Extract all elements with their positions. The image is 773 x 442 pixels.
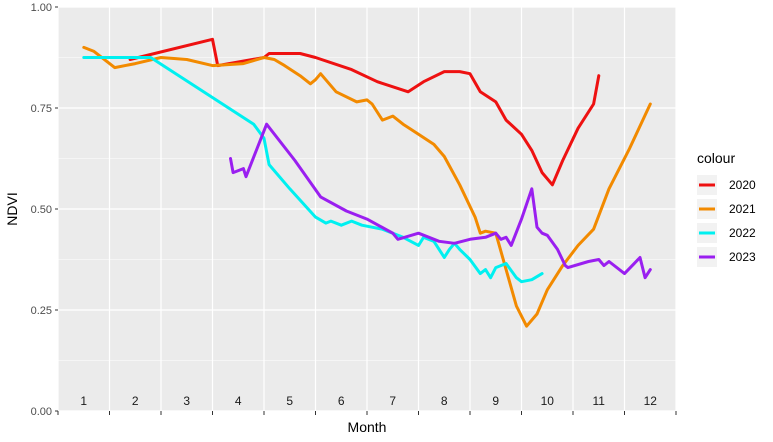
y-tick-label: 0.25 — [31, 305, 52, 317]
series-line-2022 — [82, 56, 544, 284]
month-label: 9 — [492, 394, 499, 408]
month-label: 12 — [644, 394, 658, 408]
y-axis-title: NDVI — [4, 192, 20, 225]
month-label: 6 — [338, 394, 345, 408]
series-line-2021 — [82, 45, 652, 328]
month-label: 10 — [541, 394, 555, 408]
month-labels: 1 2 3 4 5 6 7 8 9 10 11 12 — [80, 394, 657, 408]
legend-label-2020: 2020 — [729, 178, 756, 192]
month-label: 8 — [441, 394, 448, 408]
month-label: 3 — [183, 394, 190, 408]
x-axis-title: Month — [348, 419, 387, 435]
legend-label-2023: 2023 — [729, 250, 756, 264]
x-axis — [57, 411, 677, 415]
month-label: 4 — [235, 394, 242, 408]
y-axis: 0.00 0.25 0.50 0.75 1.00 — [31, 2, 58, 418]
y-tick-label: 1.00 — [31, 2, 52, 14]
legend-label-2022: 2022 — [729, 226, 756, 240]
legend-label-2021: 2021 — [729, 202, 756, 216]
month-label: 7 — [389, 394, 396, 408]
y-tick-label: 0.00 — [31, 406, 52, 418]
series-line-2020 — [128, 37, 601, 187]
series-line-2023 — [229, 122, 652, 280]
month-label: 11 — [593, 394, 606, 408]
legend-title: colour — [697, 150, 735, 166]
series-lines — [82, 37, 652, 328]
month-label: 1 — [80, 394, 87, 408]
month-label: 5 — [286, 394, 293, 408]
y-tick-label: 0.50 — [31, 204, 52, 216]
month-label: 2 — [132, 394, 139, 408]
legend: colour 2020 2021 2022 2023 — [697, 150, 756, 267]
y-tick-label: 0.75 — [31, 103, 52, 115]
